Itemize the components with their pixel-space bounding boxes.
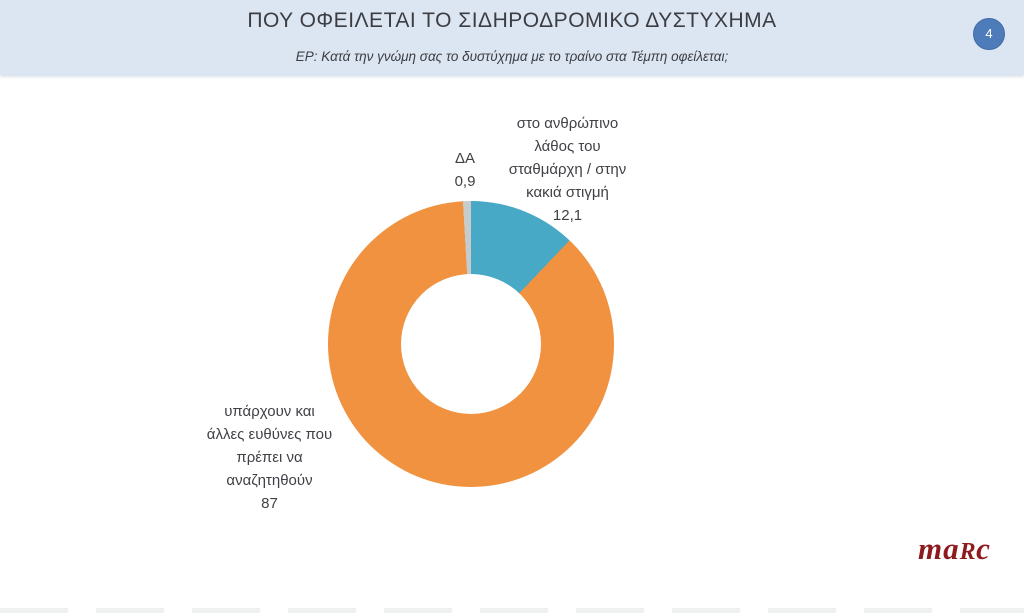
- marc-logo-suffix: c: [976, 531, 991, 566]
- page-number-badge: 4: [973, 18, 1005, 50]
- marc-logo-smallcap-r: R: [959, 539, 977, 565]
- marc-logo-prefix: ma: [918, 531, 960, 566]
- marc-logo: maRc: [918, 531, 991, 567]
- slide-header: ΠΟΥ ΟΦΕΙΛΕΤΑΙ ΤΟ ΣΙΔΗΡΟΔΡΟΜΙΚΟ ΔΥΣΤΥΧΗΜΑ…: [0, 0, 1024, 76]
- donut-chart: [328, 201, 614, 487]
- cut-off-content-strip: [0, 608, 1024, 613]
- page-title: ΠΟΥ ΟΦΕΙΛΕΤΑΙ ΤΟ ΣΙΔΗΡΟΔΡΟΜΙΚΟ ΔΥΣΤΥΧΗΜΑ: [247, 9, 777, 32]
- data-label-da: ΔΑ 0,9: [454, 150, 476, 190]
- data-label-human-error: στο ανθρώπινο λάθος του σταθμάρχη / στην…: [508, 115, 627, 224]
- survey-question-subtitle: ΕΡ: Κατά την γνώμη σας το δυστύχημα με τ…: [295, 49, 729, 64]
- data-label-other-responsibilities: υπάρχουν και άλλες ευθύνες που πρέπει να…: [206, 403, 333, 512]
- donut-chart-hole: [401, 274, 541, 414]
